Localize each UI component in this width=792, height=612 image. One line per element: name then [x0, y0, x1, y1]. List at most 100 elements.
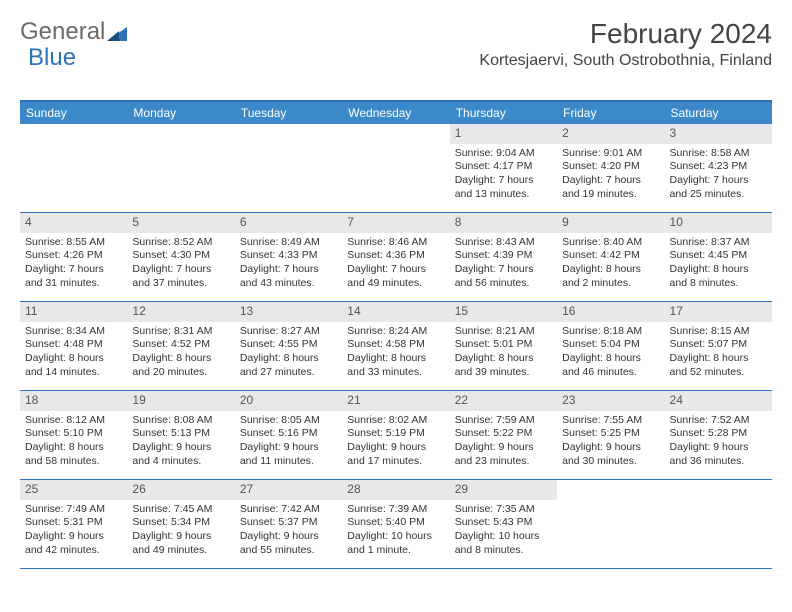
daylight-text: Daylight: 7 hours and 13 minutes. — [455, 174, 552, 201]
sunrise-text: Sunrise: 8:15 AM — [670, 325, 767, 339]
day-number: 5 — [127, 213, 234, 233]
sunrise-text: Sunrise: 8:52 AM — [132, 236, 229, 250]
calendar-cell — [557, 480, 664, 568]
sunrise-text: Sunrise: 8:12 AM — [25, 414, 122, 428]
sunset-text: Sunset: 4:23 PM — [670, 160, 767, 174]
day-number: 4 — [20, 213, 127, 233]
sunset-text: Sunset: 5:25 PM — [562, 427, 659, 441]
calendar-cell: 16Sunrise: 8:18 AMSunset: 5:04 PMDayligh… — [557, 302, 664, 390]
calendar-cell — [127, 124, 234, 212]
daylight-text: Daylight: 8 hours and 33 minutes. — [347, 352, 444, 379]
calendar-cell: 25Sunrise: 7:49 AMSunset: 5:31 PMDayligh… — [20, 480, 127, 568]
daylight-text: Daylight: 9 hours and 30 minutes. — [562, 441, 659, 468]
daylight-text: Daylight: 9 hours and 36 minutes. — [670, 441, 767, 468]
sunrise-text: Sunrise: 8:58 AM — [670, 147, 767, 161]
day-header-tuesday: Tuesday — [235, 102, 342, 124]
daylight-text: Daylight: 8 hours and 8 minutes. — [670, 263, 767, 290]
sunset-text: Sunset: 4:33 PM — [240, 249, 337, 263]
daylight-text: Daylight: 7 hours and 56 minutes. — [455, 263, 552, 290]
calendar-cell — [235, 124, 342, 212]
logo: General — [20, 18, 129, 46]
day-number: 6 — [235, 213, 342, 233]
daylight-text: Daylight: 8 hours and 46 minutes. — [562, 352, 659, 379]
daylight-text: Daylight: 8 hours and 20 minutes. — [132, 352, 229, 379]
sunset-text: Sunset: 4:30 PM — [132, 249, 229, 263]
sunset-text: Sunset: 5:16 PM — [240, 427, 337, 441]
sunset-text: Sunset: 4:52 PM — [132, 338, 229, 352]
week-row: 25Sunrise: 7:49 AMSunset: 5:31 PMDayligh… — [20, 480, 772, 569]
sunrise-text: Sunrise: 8:21 AM — [455, 325, 552, 339]
sunset-text: Sunset: 4:55 PM — [240, 338, 337, 352]
daylight-text: Daylight: 8 hours and 58 minutes. — [25, 441, 122, 468]
calendar-cell: 14Sunrise: 8:24 AMSunset: 4:58 PMDayligh… — [342, 302, 449, 390]
day-number: 7 — [342, 213, 449, 233]
calendar-cell: 3 Sunrise: 8:58 AMSunset: 4:23 PMDaylight… — [665, 124, 772, 212]
sunrise-text: Sunrise: 8:55 AM — [25, 236, 122, 250]
sunrise-text: Sunrise: 7:52 AM — [670, 414, 767, 428]
day-number: 13 — [235, 302, 342, 322]
sunset-text: Sunset: 4:58 PM — [347, 338, 444, 352]
sunrise-text: Sunrise: 7:59 AM — [455, 414, 552, 428]
calendar-cell: 12Sunrise: 8:31 AMSunset: 4:52 PMDayligh… — [127, 302, 234, 390]
day-header-sunday: Sunday — [20, 102, 127, 124]
sunrise-text: Sunrise: 8:46 AM — [347, 236, 444, 250]
calendar-cell: 2Sunrise: 9:01 AMSunset: 4:20 PMDaylight… — [557, 124, 664, 212]
calendar-cell: 10Sunrise: 8:37 AMSunset: 4:45 PMDayligh… — [665, 213, 772, 301]
calendar: Sunday Monday Tuesday Wednesday Thursday… — [20, 100, 772, 569]
calendar-cell: 15Sunrise: 8:21 AMSunset: 5:01 PMDayligh… — [450, 302, 557, 390]
calendar-cell: 13Sunrise: 8:27 AMSunset: 4:55 PMDayligh… — [235, 302, 342, 390]
day-number: 10 — [665, 213, 772, 233]
sunset-text: Sunset: 5:28 PM — [670, 427, 767, 441]
day-number: 19 — [127, 391, 234, 411]
logo-icon — [107, 23, 127, 41]
sunset-text: Sunset: 5:01 PM — [455, 338, 552, 352]
sunset-text: Sunset: 5:04 PM — [562, 338, 659, 352]
sunrise-text: Sunrise: 8:27 AM — [240, 325, 337, 339]
calendar-cell — [342, 124, 449, 212]
calendar-cell — [665, 480, 772, 568]
calendar-cell: 21Sunrise: 8:02 AMSunset: 5:19 PMDayligh… — [342, 391, 449, 479]
day-number: 2 — [557, 124, 664, 144]
calendar-cell: 18Sunrise: 8:12 AMSunset: 5:10 PMDayligh… — [20, 391, 127, 479]
day-number: 26 — [127, 480, 234, 500]
calendar-cell: 26Sunrise: 7:45 AMSunset: 5:34 PMDayligh… — [127, 480, 234, 568]
calendar-cell: 9Sunrise: 8:40 AMSunset: 4:42 PMDaylight… — [557, 213, 664, 301]
daylight-text: Daylight: 9 hours and 42 minutes. — [25, 530, 122, 557]
day-number: 22 — [450, 391, 557, 411]
sunset-text: Sunset: 4:17 PM — [455, 160, 552, 174]
sunrise-text: Sunrise: 7:55 AM — [562, 414, 659, 428]
sunset-text: Sunset: 5:37 PM — [240, 516, 337, 530]
sunrise-text: Sunrise: 7:49 AM — [25, 503, 122, 517]
week-row: 11Sunrise: 8:34 AMSunset: 4:48 PMDayligh… — [20, 302, 772, 391]
day-number: 11 — [20, 302, 127, 322]
day-header-thursday: Thursday — [450, 102, 557, 124]
daylight-text: Daylight: 7 hours and 31 minutes. — [25, 263, 122, 290]
title-block: February 2024 Kortesjaervi, South Ostrob… — [479, 18, 772, 70]
day-number: 27 — [235, 480, 342, 500]
day-number: 23 — [557, 391, 664, 411]
day-number: 24 — [665, 391, 772, 411]
day-number: 3 — [665, 124, 772, 144]
day-number: 12 — [127, 302, 234, 322]
calendar-cell: 20Sunrise: 8:05 AMSunset: 5:16 PMDayligh… — [235, 391, 342, 479]
day-number: 18 — [20, 391, 127, 411]
sunrise-text: Sunrise: 7:45 AM — [132, 503, 229, 517]
sunrise-text: Sunrise: 8:05 AM — [240, 414, 337, 428]
month-title: February 2024 — [479, 18, 772, 50]
calendar-cell: 19Sunrise: 8:08 AMSunset: 5:13 PMDayligh… — [127, 391, 234, 479]
daylight-text: Daylight: 9 hours and 23 minutes. — [455, 441, 552, 468]
sunrise-text: Sunrise: 8:08 AM — [132, 414, 229, 428]
calendar-cell: 11Sunrise: 8:34 AMSunset: 4:48 PMDayligh… — [20, 302, 127, 390]
sunset-text: Sunset: 5:31 PM — [25, 516, 122, 530]
calendar-cell: 23 Sunrise: 7:55 AMSunset: 5:25 PMDayligh… — [557, 391, 664, 479]
day-number: 8 — [450, 213, 557, 233]
week-row: 18Sunrise: 8:12 AMSunset: 5:10 PMDayligh… — [20, 391, 772, 480]
sunset-text: Sunset: 5:07 PM — [670, 338, 767, 352]
daylight-text: Daylight: 7 hours and 19 minutes. — [562, 174, 659, 201]
sunset-text: Sunset: 4:26 PM — [25, 249, 122, 263]
daylight-text: Daylight: 8 hours and 39 minutes. — [455, 352, 552, 379]
daylight-text: Daylight: 7 hours and 37 minutes. — [132, 263, 229, 290]
daylight-text: Daylight: 8 hours and 2 minutes. — [562, 263, 659, 290]
sunrise-text: Sunrise: 8:49 AM — [240, 236, 337, 250]
daylight-text: Daylight: 7 hours and 25 minutes. — [670, 174, 767, 201]
